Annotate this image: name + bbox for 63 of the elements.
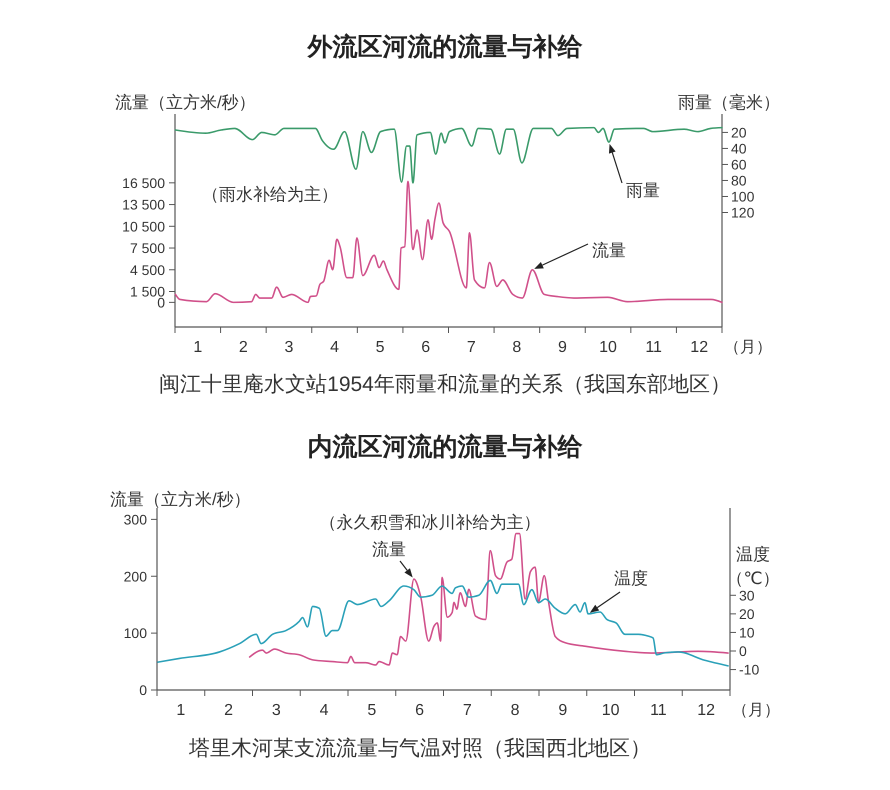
x-tick-label: 5 bbox=[367, 702, 376, 719]
y2-tick-label: 30 bbox=[739, 587, 755, 604]
series-label: 温度 bbox=[614, 569, 648, 588]
x-tick-label: 7 bbox=[462, 702, 472, 719]
y-tick-label: 200 bbox=[124, 568, 148, 584]
y2-tick-label: 0 bbox=[739, 643, 747, 659]
y2-tick-label: 20 bbox=[739, 606, 755, 622]
x-tick-label: 4 bbox=[330, 339, 340, 356]
x-axis-title: （月） bbox=[732, 702, 780, 719]
text: 雨量 bbox=[626, 181, 660, 200]
annotation: （永久积雪和冰川补给为主） bbox=[320, 513, 540, 532]
x-tick-label: 4 bbox=[320, 702, 329, 719]
chart-title: 外流区河流的流量与补给 bbox=[306, 33, 584, 61]
y-tick-label: 13 500 bbox=[122, 196, 166, 213]
x-tick-label: 1 bbox=[193, 339, 202, 356]
y2-tick-label: 40 bbox=[731, 140, 747, 156]
x-tick-label: 3 bbox=[284, 339, 294, 356]
y2-tick-label: 100 bbox=[731, 188, 755, 204]
y2-tick-label: 20 bbox=[731, 124, 747, 140]
x-tick-label: 12 bbox=[690, 339, 708, 356]
x-tick-label: 8 bbox=[512, 339, 522, 356]
y-tick-label: 0 bbox=[139, 682, 148, 698]
chart-title: 内流区河流的流量与补给 bbox=[308, 433, 584, 461]
x-axis-title: （月） bbox=[724, 339, 772, 356]
y-tick-label: 4 500 bbox=[130, 262, 166, 278]
y2-tick-label: 10 bbox=[739, 624, 755, 640]
y-tick-label: 300 bbox=[124, 511, 148, 528]
text: 塔里木河某支流流量与气温对照（我国西北地区） bbox=[188, 737, 651, 760]
y-tick-label: 7 500 bbox=[130, 240, 166, 256]
text: 流量 bbox=[592, 241, 626, 260]
series-label: 流量 bbox=[372, 540, 406, 559]
y-axis-title: 流量（立方米/秒） bbox=[110, 490, 251, 509]
x-tick-label: 1 bbox=[176, 702, 186, 719]
y2-axis-title: 雨量（毫米） bbox=[678, 93, 780, 112]
line-series bbox=[174, 180, 723, 304]
y2-tick-label: 120 bbox=[731, 204, 755, 220]
x-tick-label: 10 bbox=[602, 702, 620, 719]
x-tick-label: 9 bbox=[558, 702, 568, 719]
x-tick-label: 9 bbox=[558, 339, 568, 356]
y-axis-title: 流量（立方米/秒） bbox=[115, 93, 256, 112]
y-tick-label: 10 500 bbox=[122, 218, 166, 234]
x-tick-label: 2 bbox=[238, 339, 248, 356]
line-series bbox=[248, 532, 729, 666]
x-tick-label: 7 bbox=[466, 339, 476, 356]
y-tick-label: 16 500 bbox=[122, 174, 166, 191]
x-tick-label: 6 bbox=[415, 702, 424, 719]
x-tick-label: 10 bbox=[599, 339, 618, 356]
x-tick-label: 6 bbox=[421, 339, 430, 356]
text: 闽江十里庵水文站1954年雨量和流量的关系（我国东部地区） bbox=[159, 373, 731, 396]
x-tick-label: 3 bbox=[272, 702, 281, 719]
x-tick-label: 12 bbox=[697, 702, 716, 719]
y2-axis-title: 温度（℃） bbox=[726, 545, 780, 588]
x-tick-label: 2 bbox=[224, 702, 234, 719]
y2-tick-label: 80 bbox=[731, 172, 747, 188]
line-series bbox=[174, 126, 723, 184]
x-tick-label: 11 bbox=[650, 702, 667, 719]
y-tick-label: 100 bbox=[124, 625, 148, 642]
y2-tick-label: 60 bbox=[731, 156, 747, 172]
y2-tick-label: -10 bbox=[739, 662, 760, 678]
annotation: （雨水补给为主） bbox=[202, 185, 338, 204]
x-tick-label: 8 bbox=[510, 702, 520, 719]
x-tick-label: 5 bbox=[376, 339, 385, 356]
x-tick-label: 11 bbox=[645, 339, 662, 356]
